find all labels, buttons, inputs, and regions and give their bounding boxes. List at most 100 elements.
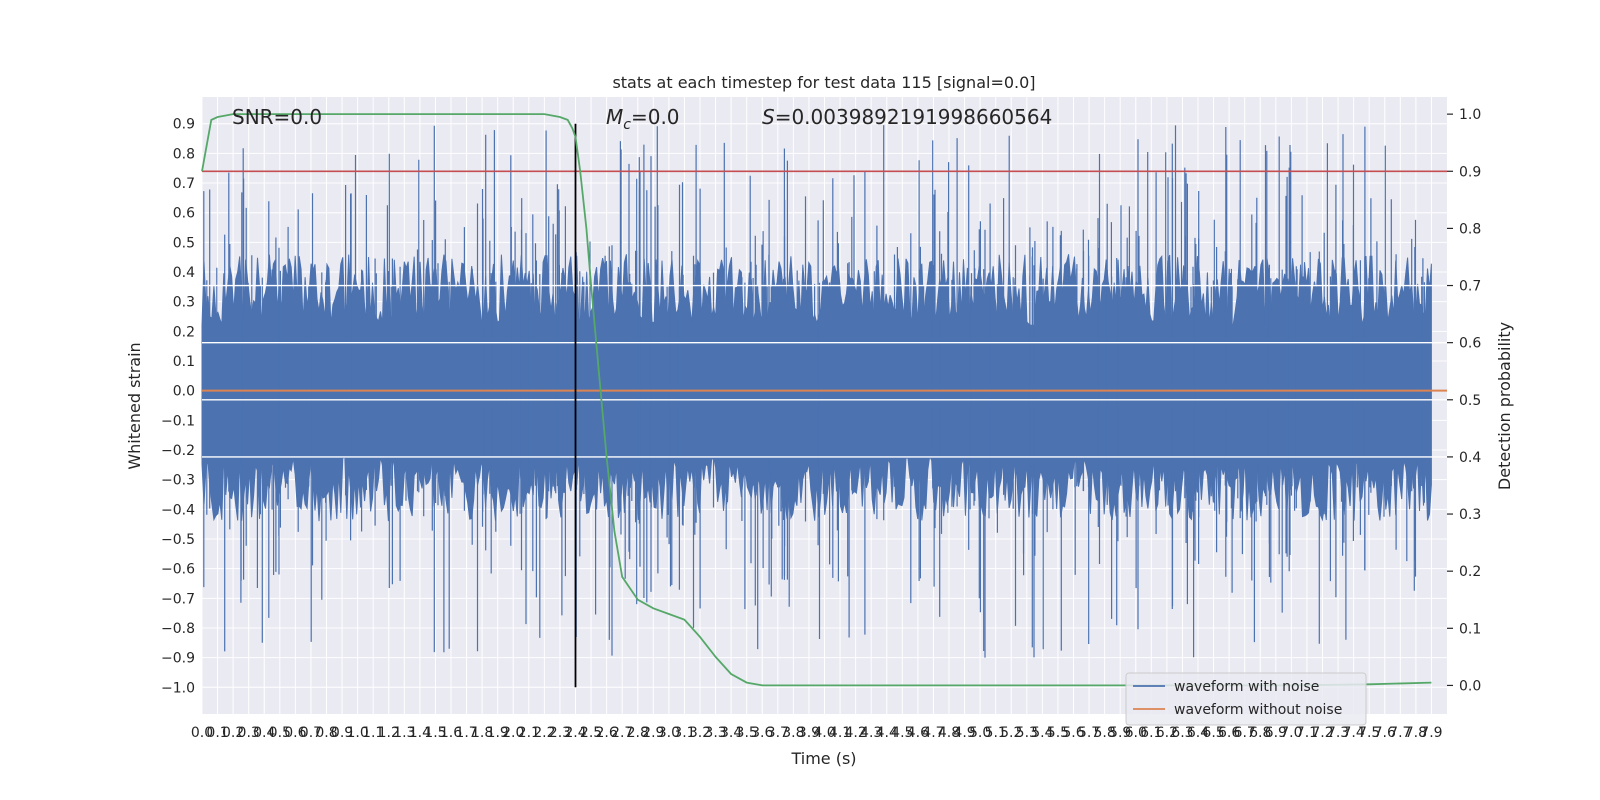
x-tick-label: 4.3 — [860, 725, 882, 741]
x-tick-label: 3.9 — [798, 725, 820, 741]
x-tick-label: 7.1 — [1296, 725, 1318, 741]
x-tick-label: 1.7 — [455, 725, 477, 741]
right-y-tick-label: 0.9 — [1459, 164, 1481, 180]
right-y-axis-label: Detection probability — [1495, 322, 1514, 490]
left-y-tick-label: −0.3 — [161, 473, 195, 489]
x-tick-label: 6.6 — [1218, 725, 1240, 741]
right-y-tick-label: 0.0 — [1459, 678, 1481, 694]
x-tick-label: 5.3 — [1016, 725, 1038, 741]
x-tick-label: 2.1 — [518, 725, 540, 741]
snr-annotation: SNR=0.0 — [232, 105, 322, 129]
x-tick-label: 2.8 — [627, 725, 649, 741]
x-tick-label: 1.3 — [393, 725, 415, 741]
legend-label-clean: waveform without noise — [1174, 702, 1342, 718]
left-y-tick-label: −0.1 — [161, 413, 195, 429]
left-y-tick-label: 0.4 — [173, 265, 195, 281]
x-tick-label: 3.2 — [689, 725, 711, 741]
x-tick-label: 1.8 — [471, 725, 493, 741]
x-tick-label: 7.3 — [1327, 725, 1349, 741]
x-tick-label: 3.7 — [767, 725, 789, 741]
x-tick-label: 0.9 — [331, 725, 353, 741]
x-tick-label: 0.3 — [238, 725, 260, 741]
x-tick-label: 7.2 — [1311, 725, 1333, 741]
x-tick-label: 6.7 — [1234, 725, 1256, 741]
x-tick-label: 2.3 — [549, 725, 571, 741]
x-tick-label: 4.2 — [844, 725, 866, 741]
x-tick-label: 0.7 — [300, 725, 322, 741]
left-y-tick-label: −0.4 — [161, 502, 195, 518]
left-y-axis-ticks: 0.9 0.8 0.7 0.6 0.5 0.4 0.3 0.2 0.1 0.0 −0.1 −0.2 −0… — [161, 117, 195, 697]
left-y-tick-label: 0.1 — [173, 354, 195, 370]
x-tick-label: 3.3 — [704, 725, 726, 741]
x-tick-label: 2.4 — [564, 725, 586, 741]
detection-probability-series — [201, 113, 1432, 687]
x-tick-label: 3.4 — [720, 725, 742, 741]
right-y-axis-ticks: 1.0 0.9 0.8 0.7 0.6 0.5 0.4 0.3 0.2 0.1 0.0 — [1447, 107, 1481, 694]
left-y-tick-label: −1.0 — [161, 680, 195, 696]
x-tick-label: 1.9 — [487, 725, 509, 741]
x-tick-label: 7.0 — [1280, 725, 1302, 741]
x-tick-label: 7.7 — [1389, 725, 1411, 741]
x-tick-label: 1.4 — [409, 725, 431, 741]
x-tick-label: 4.8 — [938, 725, 960, 741]
x-tick-label: 7.8 — [1405, 725, 1427, 741]
x-tick-label: 0.4 — [253, 725, 275, 741]
right-y-tick-label: 0.2 — [1459, 564, 1481, 580]
x-tick-label: 5.2 — [1000, 725, 1022, 741]
x-tick-label: 5.9 — [1109, 725, 1131, 741]
x-tick-label: 1.1 — [362, 725, 384, 741]
x-tick-label: 3.6 — [751, 725, 773, 741]
s-annotation: S=0.0039892191998660564 — [762, 105, 1052, 129]
x-tick-label: 3.8 — [782, 725, 804, 741]
left-y-tick-label: 0.8 — [173, 146, 195, 162]
x-tick-label: 2.7 — [611, 725, 633, 741]
right-y-tick-label: 0.7 — [1459, 279, 1481, 295]
left-y-tick-label: −0.9 — [161, 651, 195, 667]
detection-probability-line — [201, 113, 1432, 687]
left-y-tick-label: 0.5 — [173, 235, 195, 251]
left-y-tick-label: −0.5 — [161, 532, 195, 548]
x-axis-label: Time (s) — [790, 749, 856, 768]
right-y-tick-label: 0.6 — [1459, 336, 1481, 352]
left-y-tick-label: 0.9 — [173, 117, 195, 133]
right-y-tick-label: 0.1 — [1459, 621, 1481, 637]
s-value: =0.0039892191998660564 — [775, 105, 1053, 129]
x-tick-label: 4.0 — [813, 725, 835, 741]
x-tick-label: 6.4 — [1187, 725, 1209, 741]
x-tick-label: 6.1 — [1140, 725, 1162, 741]
s-symbol: S — [762, 105, 775, 129]
legend-box — [1125, 672, 1367, 726]
x-tick-label: 4.6 — [907, 725, 929, 741]
x-tick-label: 6.9 — [1265, 725, 1287, 741]
chirp-mass-value: =0.0 — [631, 105, 680, 129]
x-tick-label: 4.5 — [891, 725, 913, 741]
x-tick-label: 2.6 — [595, 725, 617, 741]
left-y-tick-label: 0.6 — [173, 206, 195, 222]
chirp-mass-symbol: M — [606, 105, 623, 129]
left-y-tick-label: 0.0 — [173, 384, 195, 400]
x-tick-label: 5.7 — [1078, 725, 1100, 741]
x-tick-label: 6.3 — [1171, 725, 1193, 741]
x-tick-label: 2.2 — [533, 725, 555, 741]
right-y-tick-label: 1.0 — [1459, 107, 1481, 123]
x-tick-label: 0.0 — [191, 725, 213, 741]
x-tick-label: 5.5 — [1047, 725, 1069, 741]
left-y-tick-label: 0.2 — [173, 324, 195, 340]
legend: waveform with noise waveform without noi… — [1125, 672, 1367, 726]
x-axis-ticks: 0.00.10.20.30.40.50.60.70.80.91.01.11.21… — [191, 725, 1443, 741]
chirp-mass-annotation: Mc=0.0 — [606, 105, 680, 133]
x-tick-label: 2.0 — [502, 725, 524, 741]
left-y-axis-label: Whitened strain — [125, 342, 144, 469]
x-tick-label: 3.1 — [673, 725, 695, 741]
legend-label-noise: waveform with noise — [1174, 679, 1319, 695]
x-tick-label: 1.6 — [440, 725, 462, 741]
right-y-tick-label: 0.8 — [1459, 221, 1481, 237]
x-tick-label: 1.5 — [424, 725, 446, 741]
x-tick-label: 7.6 — [1374, 725, 1396, 741]
x-tick-label: 4.4 — [876, 725, 898, 741]
x-tick-label: 0.8 — [315, 725, 337, 741]
white-bands — [202, 284, 1447, 458]
x-tick-label: 5.4 — [1031, 725, 1053, 741]
x-tick-label: 1.2 — [378, 725, 400, 741]
left-y-tick-label: 0.3 — [173, 295, 195, 311]
